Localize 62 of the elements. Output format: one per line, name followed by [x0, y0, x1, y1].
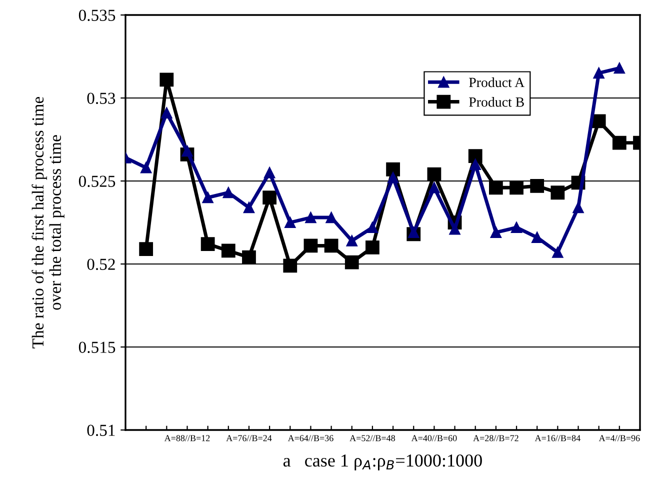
point: [530, 179, 544, 193]
point: [510, 180, 524, 195]
point: [139, 242, 154, 256]
point: [470, 158, 481, 170]
point: [366, 222, 378, 234]
x-tick-label: A=52//B=48: [350, 435, 396, 442]
point: [614, 62, 625, 74]
point: [428, 182, 440, 194]
point: [427, 167, 442, 182]
point: [408, 226, 420, 238]
x-tick-label: A=64//B=36: [288, 435, 334, 442]
point: [550, 186, 565, 200]
point: [593, 68, 604, 79]
point: [449, 224, 460, 235]
point: [160, 72, 174, 87]
point: [305, 212, 316, 224]
point: [612, 136, 626, 150]
point: [304, 238, 318, 253]
point: [222, 187, 234, 198]
point: [344, 255, 359, 270]
point: [326, 212, 337, 224]
point: [386, 162, 400, 176]
point: [490, 226, 502, 238]
legend-label: Product B: [469, 97, 524, 107]
x-tick-label: A=16//B=84: [534, 435, 580, 442]
x-tick-label: A=76//B=24: [226, 435, 272, 442]
x-tick-label: A=4//B=96: [598, 435, 640, 442]
point: [468, 149, 482, 164]
y-tick-label: 0.52: [87, 258, 115, 270]
point: [264, 167, 276, 178]
y-axis-title: The ratio of the first half process time over the total process time: [32, 96, 64, 348]
point: [243, 202, 255, 214]
point: [552, 246, 564, 258]
y-tick-label: 0.51: [87, 424, 115, 436]
x-axis-title: a case 1 ρ$_{A}$:ρ$_{B}$=1000:1000: [283, 454, 482, 470]
point: [283, 258, 298, 273]
point: [284, 216, 296, 228]
y-tick-label: 0.525: [78, 176, 116, 188]
point: [202, 192, 214, 204]
y-tick-label: 0.535: [78, 10, 116, 22]
point: [510, 222, 522, 234]
x-tick-label: A=88//B=12: [164, 435, 210, 442]
point: [140, 162, 152, 174]
point: [488, 180, 503, 195]
point: [346, 235, 358, 246]
x-tick-label: A=40//B=60: [411, 435, 457, 442]
point: [182, 146, 193, 157]
point: [592, 114, 606, 128]
point: [221, 244, 236, 258]
point: [262, 190, 277, 205]
point: [387, 172, 399, 184]
point: [532, 232, 543, 243]
point: [161, 107, 172, 118]
y-tick-label: 0.515: [78, 342, 116, 354]
legend-label: Product A: [469, 77, 524, 88]
point: [324, 238, 338, 253]
point: [200, 237, 215, 252]
y-tick-label: 0.53: [87, 92, 116, 104]
point: [366, 240, 380, 254]
point: [572, 202, 584, 214]
point: [242, 250, 256, 264]
x-tick-label: A=28//B=72: [473, 435, 518, 442]
